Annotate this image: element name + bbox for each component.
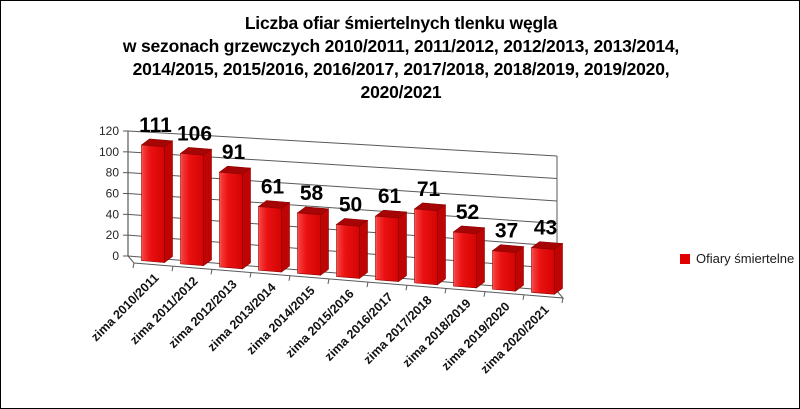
bar-zima-2019-2020	[492, 250, 516, 292]
chart-title-line-2: w sezonach grzewczych 2010/2011, 2011/20…	[122, 36, 680, 56]
y-tick-label-120: 120	[99, 124, 119, 138]
bar-side-zima-2012-2013	[242, 167, 251, 270]
x-axis-tick-10	[522, 294, 525, 300]
bar-value-label-zima-2020-2021: 43	[534, 217, 557, 240]
bar-zima-2014-2015	[297, 212, 321, 276]
bar-value-label-zima-2013-2014: 61	[261, 176, 285, 199]
chart-legend: Ofiary śmiertelne	[680, 251, 794, 266]
bar-side-zima-2016-2017	[398, 211, 407, 283]
chart-title-line-3: 2014/2015, 2015/2016, 2016/2017, 2017/20…	[132, 59, 670, 79]
bar-value-label-zima-2010-2011: 111	[139, 114, 172, 137]
bar-side-zima-2018-2019	[476, 227, 485, 289]
bar-side-zima-2013-2014	[281, 201, 290, 273]
bar-side-zima-2015-2016	[359, 219, 368, 279]
bar-zima-2010-2011	[141, 144, 165, 263]
bar-zima-2015-2016	[336, 224, 360, 279]
bar-side-zima-2017-2018	[437, 204, 446, 286]
bar-zima-2012-2013	[219, 171, 243, 270]
bar-side-zima-2011-2012	[203, 148, 212, 267]
bar-zima-2020-2021	[531, 247, 555, 295]
bar-side-zima-2020-2021	[554, 242, 563, 295]
y-tick-label-60: 60	[106, 187, 120, 201]
y-tick-label-20: 20	[106, 228, 120, 242]
bar-side-zima-2010-2011	[164, 140, 173, 264]
bar-value-label-zima-2014-2015: 58	[300, 182, 324, 205]
y-tick-label-40: 40	[106, 207, 120, 221]
bar-zima-2017-2018	[414, 208, 438, 286]
bar-value-label-zima-2015-2016: 50	[339, 193, 362, 216]
x-axis-tick-2	[210, 269, 213, 275]
x-axis-tick-1	[171, 266, 174, 272]
bar-value-label-zima-2011-2012: 106	[177, 122, 212, 145]
x-axis-tick-6	[366, 281, 369, 288]
legend-marker-icon	[680, 253, 690, 264]
chart-title: Liczba ofiar śmiertelnych tlenku węgla w…	[1, 12, 799, 104]
bar-value-label-zima-2016-2017: 61	[378, 185, 402, 208]
bar-zima-2018-2019	[453, 231, 477, 289]
gridline-120	[127, 130, 558, 157]
chart-title-line-4: 2020/2021	[360, 82, 442, 102]
x-axis-tick-8	[444, 288, 447, 294]
x-axis-tick-0	[132, 262, 135, 269]
bar-zima-2013-2014	[258, 206, 282, 273]
y-tick-label-80: 80	[106, 166, 120, 180]
bar-side-zima-2014-2015	[320, 208, 329, 276]
x-axis-tick-7	[405, 285, 408, 291]
x-axis-tick-11	[561, 297, 564, 304]
floor-outline	[127, 255, 565, 299]
x-axis-tick-4	[288, 275, 291, 281]
x-axis-tick-9	[483, 291, 486, 297]
bar-value-label-zima-2018-2019: 52	[456, 201, 479, 224]
bar-side-zima-2019-2020	[515, 245, 524, 292]
bar-value-label-zima-2012-2013: 91	[222, 141, 246, 164]
bar-value-label-zima-2017-2018: 71	[417, 178, 441, 201]
bar-value-label-zima-2019-2020: 37	[495, 220, 518, 243]
legend-label: Ofiary śmiertelne	[696, 251, 795, 266]
y-tick-label-0: 0	[112, 249, 119, 263]
chart-title-line-1: Liczba ofiar śmiertelnych tlenku węgla	[244, 13, 558, 33]
x-axis-tick-3	[249, 272, 252, 278]
y-tick-label-100: 100	[99, 145, 119, 159]
bar-zima-2011-2012	[180, 153, 204, 266]
bar-zima-2016-2017	[375, 215, 399, 282]
x-axis-tick-5	[327, 278, 330, 285]
